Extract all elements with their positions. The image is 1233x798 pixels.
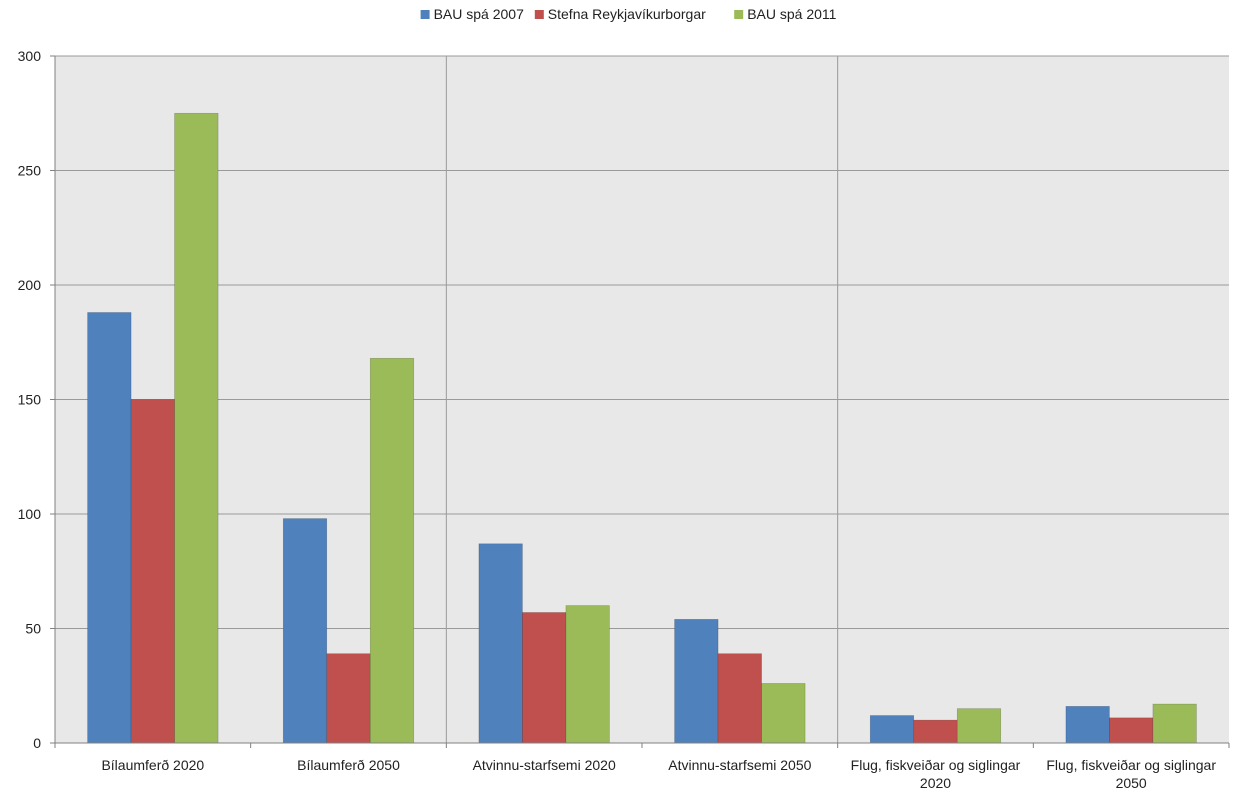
- bar-series2-cat4: [956, 708, 1002, 744]
- bar-series2-cat0: [174, 112, 219, 744]
- y-tick-label: 150: [18, 392, 42, 408]
- bar-series1-cat5: [1109, 717, 1154, 744]
- bar-series2-cat1: [369, 357, 415, 744]
- bar-series1-cat2: [522, 612, 567, 744]
- x-category-label: Bílaumferð 2050: [297, 757, 400, 773]
- legend: BAU spá 2007 Stefna Reykjavíkurborgar BAU …: [420, 6, 837, 22]
- bars: [87, 112, 1197, 744]
- bar-series0-cat2: [478, 543, 523, 744]
- x-category-label: 2020: [920, 775, 951, 791]
- y-tick-label: 50: [25, 621, 41, 637]
- bar-series2-cat2: [565, 605, 610, 744]
- bar-series2-cat5: [1152, 703, 1197, 744]
- bar-series1-cat1: [326, 653, 371, 744]
- y-tick-label: 0: [33, 735, 41, 751]
- y-tick-label: 250: [18, 163, 42, 179]
- x-axis-labels: Bílaumferð 2020 Bílaumferð 2050 Atvinnu-st…: [101, 757, 1216, 791]
- bar-series0-cat4: [869, 715, 915, 744]
- x-category-label: Flug, fiskveiðar og siglingar: [851, 757, 1021, 773]
- x-category-label: Bílaumferð 2020: [101, 757, 204, 773]
- legend-label-1: Stefna Reykjavíkurborgar: [548, 6, 706, 22]
- legend-label-2: BAU spá 2011: [747, 6, 836, 22]
- legend-label-0: BAU spá 2007: [434, 6, 524, 22]
- x-category-label: 2050: [1116, 775, 1147, 791]
- bar-series0-cat0: [87, 312, 132, 744]
- legend-swatch-2: [734, 10, 744, 19]
- y-tick-label: 100: [18, 506, 42, 522]
- y-tick-label: 200: [18, 277, 42, 293]
- bar-series1-cat4: [913, 719, 958, 744]
- bar-series0-cat1: [282, 518, 328, 744]
- bar-series1-cat3: [717, 653, 762, 744]
- axes: [50, 55, 1230, 748]
- gridlines: [55, 55, 1229, 743]
- y-axis-ticks: 0 50 100 150 200 250 300: [18, 48, 42, 751]
- x-category-label: Flug, fiskveiðar og siglingar: [1046, 757, 1216, 773]
- bar-series0-cat3: [674, 619, 719, 744]
- bar-series1-cat0: [130, 399, 175, 744]
- y-tick-label: 300: [18, 48, 42, 64]
- x-category-label: Atvinnu-starfsemi 2050: [668, 757, 811, 773]
- bar-series0-cat5: [1065, 706, 1110, 744]
- legend-swatch-0: [420, 10, 430, 19]
- x-category-label: Atvinnu-starfsemi 2020: [473, 757, 616, 773]
- bar-series2-cat3: [761, 683, 806, 744]
- legend-swatch-1: [534, 10, 544, 19]
